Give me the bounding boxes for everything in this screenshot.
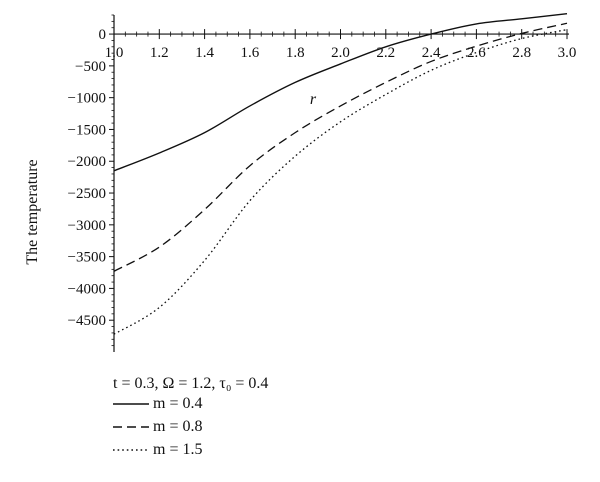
y-axis-label: The temperature [24, 159, 41, 264]
y-tick-label: −3000 [68, 218, 106, 234]
legend-label: m = 0.8 [153, 418, 203, 435]
x-tick-label: 2.0 [331, 45, 350, 61]
x-tick-label: 1.6 [241, 45, 260, 61]
parameters-caption: t = 0.3, Ω = 1.2, τ₀ = 0.4 [113, 374, 268, 394]
x-tick-label: 3.0 [558, 45, 577, 61]
y-tick-label: −2500 [68, 186, 106, 202]
series-layer [113, 13, 568, 335]
legend-label: m = 0.4 [153, 395, 203, 412]
y-tick-label: −4000 [68, 281, 106, 297]
y-tick-label: −3500 [68, 250, 106, 266]
series-line-2 [113, 22, 568, 272]
parameters-text: t = 0.3, Ω = 1.2, τ₀ = 0.4 [113, 375, 269, 392]
x-tick-label: 2.8 [512, 45, 531, 61]
x-axis-label: r [310, 91, 317, 108]
y-tick-label: −4500 [68, 313, 106, 329]
label-layer: The temperature r [24, 91, 317, 265]
y-tick-label: −1000 [68, 91, 106, 107]
x-tick-label: 1.8 [286, 45, 305, 61]
x-tick-label: 1.4 [195, 45, 214, 61]
legend-label: m = 1.5 [153, 441, 203, 458]
x-tick-label: 1.0 [105, 45, 124, 61]
x-tick-label: 1.2 [150, 45, 169, 61]
y-tick-label: 0 [99, 27, 107, 43]
series-line-3 [113, 28, 568, 335]
x-tick-label: 2.6 [467, 45, 486, 61]
legend-swatch [113, 403, 149, 405]
legend-swatch [113, 449, 149, 451]
y-tick-label: −500 [75, 59, 106, 75]
series-line-1 [113, 13, 568, 172]
axes: 0 −500 −1000 −1500 −2000 −2500 −3000 −3500 −4000… [68, 14, 577, 352]
legend-swatch [113, 426, 149, 428]
y-tick-label: −1500 [68, 122, 106, 138]
x-tick-label: 2.4 [422, 45, 441, 61]
y-tick-label: −2000 [68, 154, 106, 170]
